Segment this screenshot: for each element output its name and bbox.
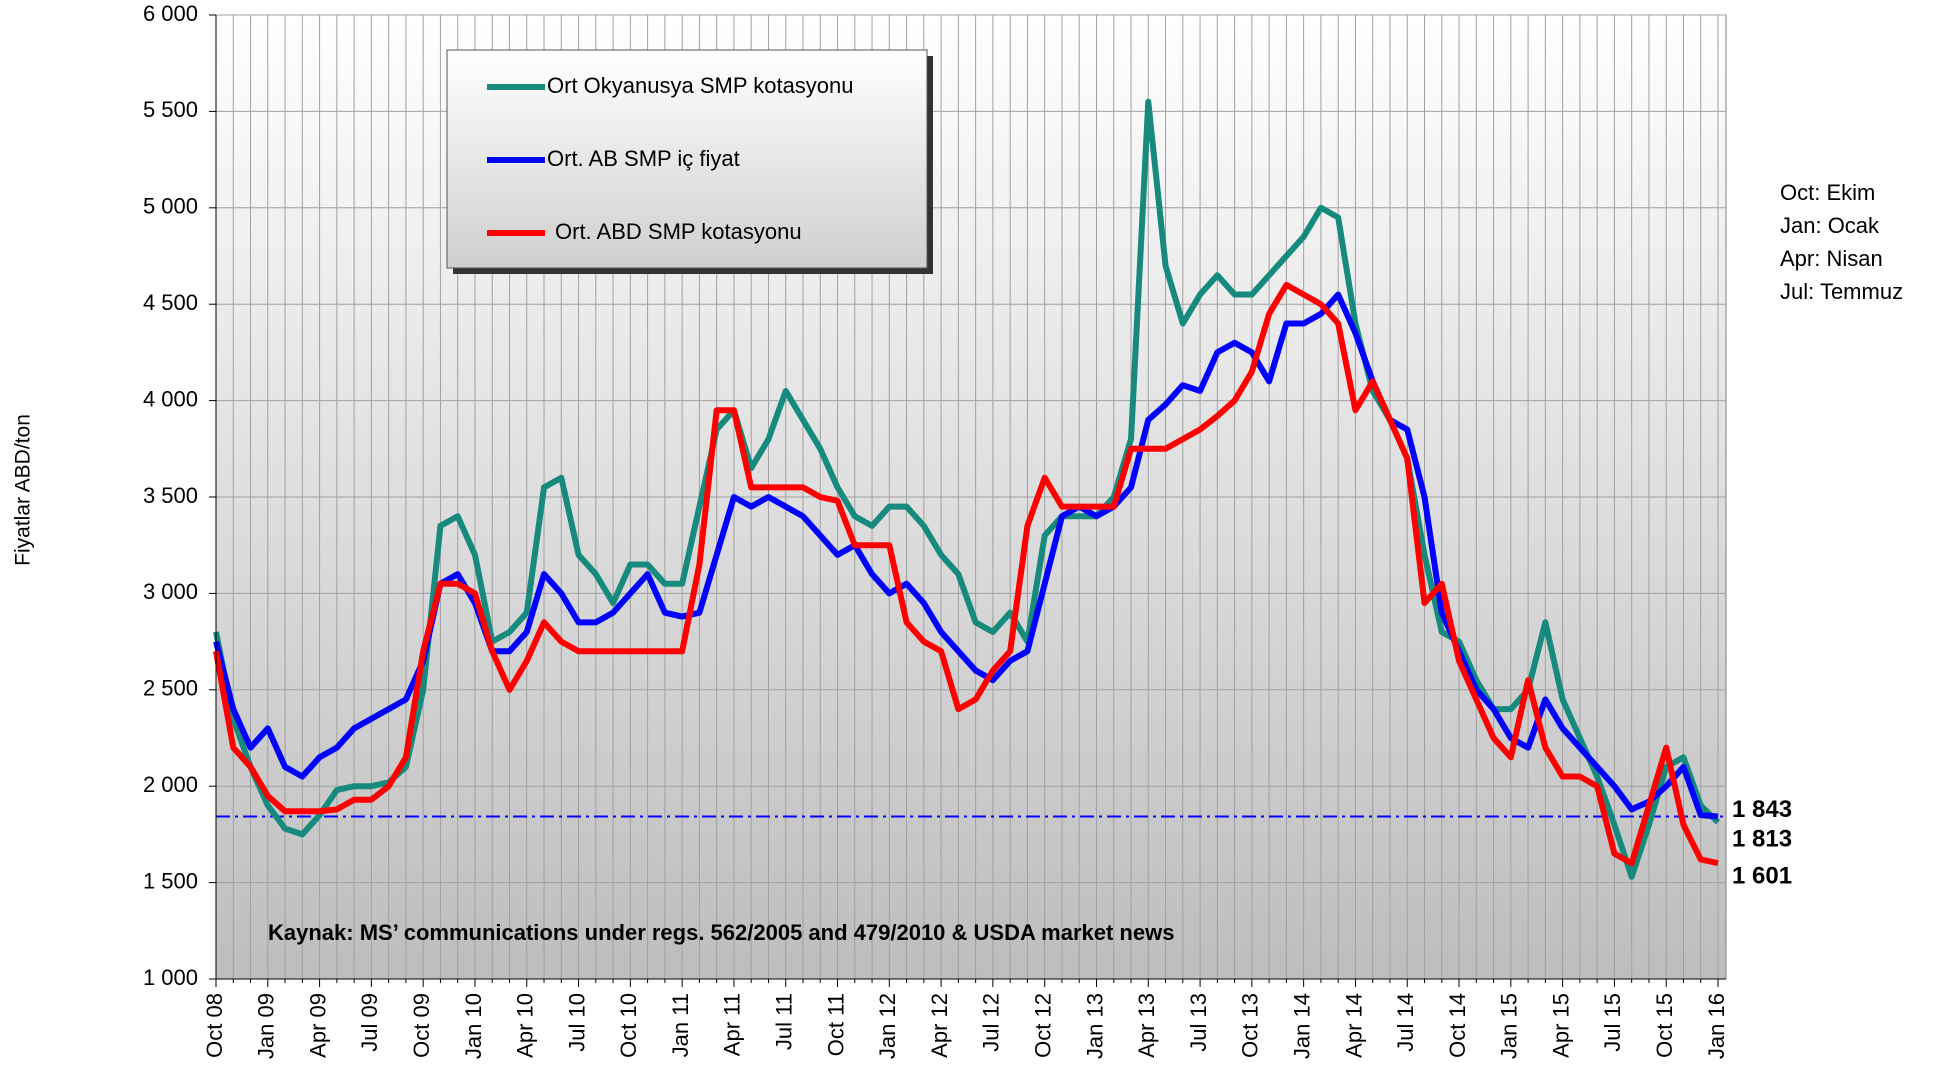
- x-tick-label: Jul 15: [1600, 993, 1625, 1052]
- x-tick-label: Jul 13: [1186, 993, 1211, 1052]
- legend-items: Ort Okyanusya SMP kotasyonu Ort. AB SMP i…: [487, 73, 854, 244]
- source: Kaynak: MS’ communications under regs. 5…: [268, 920, 1174, 945]
- y-tick-label: 4 000: [143, 386, 198, 411]
- x-tick-label: Jul 14: [1393, 993, 1418, 1052]
- x-tick-label: Oct 09: [409, 993, 434, 1058]
- x-tick-label: Jul 09: [357, 993, 382, 1052]
- x-tick-label: Jan 09: [254, 993, 279, 1059]
- lines: [213, 98, 1726, 880]
- y-tick-label: 6 000: [143, 1, 198, 26]
- x-tick-label: Oct 14: [1445, 993, 1470, 1058]
- x-tick-label: Jan 12: [875, 993, 900, 1059]
- y-tick-label: 2 500: [143, 676, 198, 701]
- note: Apr: Nisan: [1780, 246, 1883, 271]
- x-tick-label: Jan 16: [1704, 993, 1729, 1059]
- x-tick-label: Apr 10: [513, 993, 538, 1058]
- y-tick-label: 5 500: [143, 97, 198, 122]
- x-tick-label: Apr 12: [927, 993, 952, 1058]
- x-tick-label: Oct 11: [823, 993, 848, 1056]
- end-label: 1 813: [1732, 826, 1792, 853]
- x-tick-label: Oct 10: [616, 993, 641, 1058]
- x-tick-label: Jul 10: [564, 993, 589, 1052]
- y-axis-label: Fiyatlar ABD/ton: [12, 414, 35, 566]
- legend-label: Ort. ABD SMP kotasyonu: [555, 219, 802, 244]
- legend-label: Ort. AB SMP iç fiyat: [547, 146, 740, 171]
- y-tick-label: 4 500: [143, 290, 198, 315]
- x-tick-label: Oct 12: [1031, 993, 1056, 1058]
- x-tick-label: Jan 15: [1497, 993, 1522, 1059]
- x-tick-label: Apr 14: [1341, 993, 1366, 1058]
- note: Oct: Ekim: [1780, 180, 1875, 205]
- series-line: [213, 281, 1719, 867]
- x-tick-label: Jan 13: [1082, 993, 1107, 1059]
- series-line: [213, 98, 1721, 880]
- x-tick-label: Jan 10: [461, 993, 486, 1059]
- x-tick-label: Apr 13: [1134, 993, 1159, 1058]
- x-tick-label: Apr 15: [1548, 993, 1573, 1058]
- x-tick-label: Jul 11: [772, 993, 797, 1050]
- notes: Oct: Ekim Jan: Ocak Apr: Nisan Jul: Temmuz: [1780, 180, 1903, 304]
- end-label: 1 601: [1732, 862, 1792, 889]
- x-tick-label: Oct 15: [1652, 993, 1677, 1058]
- y-tick-label: 3 500: [143, 483, 198, 508]
- x-tick-label: Jul 12: [979, 993, 1004, 1052]
- legend-label: Ort Okyanusya SMP kotasyonu: [547, 73, 854, 98]
- y-tick-label: 1 500: [143, 868, 198, 893]
- note: Jan: Ocak: [1780, 213, 1880, 238]
- note: Jul: Temmuz: [1780, 279, 1903, 304]
- x-tick-label: Oct 13: [1238, 993, 1263, 1058]
- x-tick-label: Jan 14: [1289, 993, 1314, 1059]
- y-tick-label: 3 000: [143, 579, 198, 604]
- y-tick-label: 5 000: [143, 194, 198, 219]
- x-tick-label: Apr 11: [720, 993, 745, 1056]
- y-tick-label: 1 000: [143, 965, 198, 990]
- x-tick-label: Jan 11: [668, 993, 693, 1057]
- end-label: 1 843: [1732, 796, 1792, 823]
- x-tick-label: Oct 08: [202, 993, 227, 1058]
- y-tick-label: 2 000: [143, 772, 198, 797]
- x-tick-label: Apr 09: [305, 993, 330, 1058]
